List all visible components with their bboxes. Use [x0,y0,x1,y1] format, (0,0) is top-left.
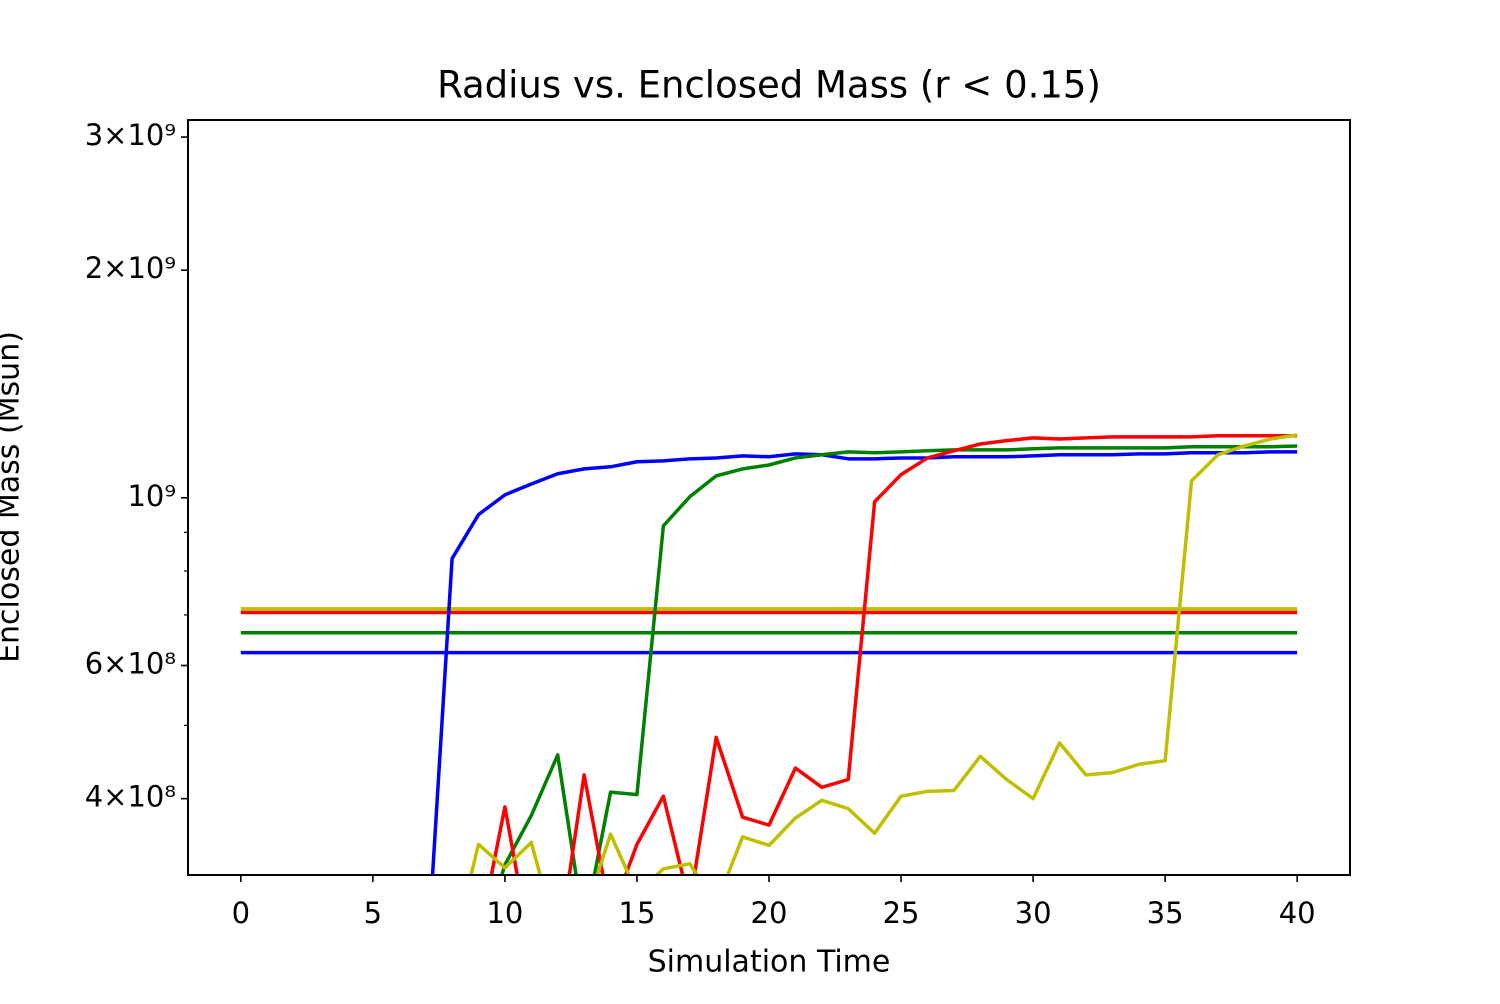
series-line [489,433,1298,875]
y-tick-label: 2×10⁹ [85,251,176,285]
chart-title: Radius vs. Enclosed Mass (r < 0.15) [437,64,1101,107]
x-tick-label: 15 [619,896,656,930]
y-tick-label: 6×10⁸ [85,647,176,681]
x-tick-label: 35 [1147,896,1184,930]
y-tick-label: 4×10⁸ [85,780,176,814]
y-axis-label: Enclosed Mass (Msun) [0,331,27,663]
x-axis-label: Simulation Time [648,945,891,980]
x-tick-label: 20 [751,896,788,930]
series-line [500,444,1298,875]
plot-area [240,433,1298,875]
series-line [469,433,1298,875]
y-tick-label: 10⁹ [127,479,176,513]
x-tick-label: 40 [1279,896,1316,930]
axes-frame [187,119,1351,876]
series-line [430,450,1298,875]
x-tick-label: 25 [883,896,920,930]
x-tick-label: 10 [486,896,523,930]
x-tick-label: 5 [364,896,382,930]
x-tick-label: 30 [1015,896,1052,930]
y-tick-label: 3×10⁹ [85,118,176,152]
x-tick-label: 0 [232,896,250,930]
